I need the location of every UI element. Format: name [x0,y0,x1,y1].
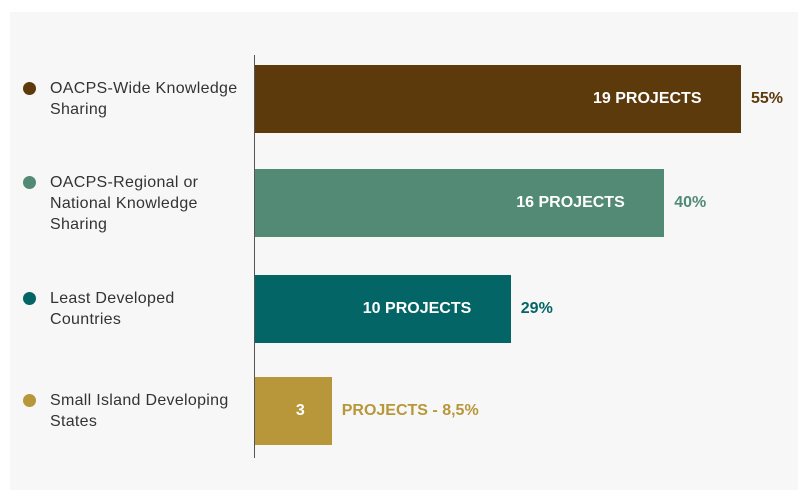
bar-value-label: 16 PROJECTS [516,194,625,211]
bar-value-label: 3 [295,402,305,419]
bar-value-label: 10 PROJECTS [362,300,472,317]
category-label: Least Developed Countries [50,290,175,328]
share-label: PROJECTS - 8,5% [341,402,479,419]
category-label: OACPS-Wide Knowledge Sharing [50,80,238,118]
bar [255,169,665,237]
bar [255,377,332,445]
legend-dot [23,175,36,189]
bar-value-label: 19 PROJECTS [593,90,702,107]
axis-line [254,55,255,458]
bar [255,65,741,133]
category-label: OACPS-Regional or National Knowledge Sha… [50,173,199,233]
share-label: 40% [674,194,707,211]
legend-dot [23,394,36,407]
share-label: 55% [751,90,784,107]
category-label: Small Island Developing States [50,392,229,430]
legend-dot [23,82,36,95]
legend-dot [23,292,36,305]
bar [255,275,511,343]
share-label: 29% [520,300,553,317]
